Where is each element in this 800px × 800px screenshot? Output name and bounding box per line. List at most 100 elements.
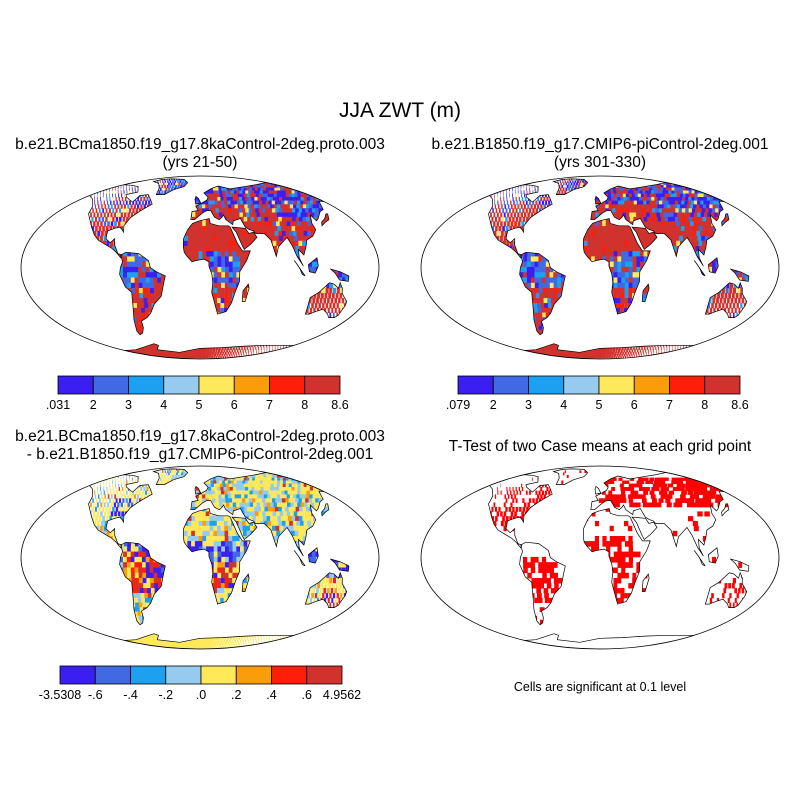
grid-cell: [314, 221, 321, 227]
grid-cell: [243, 333, 246, 338]
grid-cell: [235, 352, 237, 355]
grid-cell: [222, 193, 227, 198]
grid-cell: [320, 226, 326, 232]
grid-cell: [111, 340, 118, 345]
grid-cell: [293, 200, 300, 205]
grid-cell: [312, 180, 321, 183]
grid-cell: [213, 235, 218, 242]
grid-cell: [45, 251, 49, 257]
grid-cell: [82, 230, 86, 237]
grid-cell: [186, 352, 190, 355]
grid-cell: [198, 282, 203, 289]
grid-cell: [225, 261, 230, 268]
grid-cell: [157, 277, 162, 284]
grid-cell: [295, 307, 298, 313]
grid-cell: [213, 230, 218, 237]
grid-cell: [331, 293, 335, 299]
grid-cell: [84, 298, 91, 304]
grid-cell: [56, 226, 58, 231]
grid-cell: [164, 190, 167, 194]
colorbar-label: 5: [196, 398, 203, 412]
grid-cell: [244, 346, 246, 350]
grid-cell: [278, 303, 282, 309]
grid-cell: [520, 178, 523, 181]
grid-cell: [164, 266, 169, 273]
grid-cell: [88, 235, 92, 242]
grid-cell: [210, 340, 214, 345]
grid-cell: [76, 321, 83, 327]
grid-cell: [46, 246, 49, 252]
grid-cell: [29, 267, 33, 273]
grid-cell: [49, 330, 56, 334]
grid-cell: [304, 256, 309, 263]
grid-cell: [108, 261, 113, 268]
grid-cell: [326, 333, 327, 338]
grid-cell: [266, 282, 270, 289]
grid-cell: [267, 204, 273, 209]
grid-cell: [286, 235, 292, 242]
grid-cell: [228, 298, 232, 304]
grid-cell: [260, 204, 266, 209]
grid-cell: [59, 334, 66, 338]
grid-cell: [198, 208, 203, 213]
grid-cell: [155, 337, 161, 342]
grid-cell: [212, 321, 216, 327]
grid-cell: [109, 307, 115, 313]
coastline-africa: [182, 218, 251, 315]
grid-cell: [122, 303, 128, 309]
grid-cell: [221, 256, 226, 263]
grid-cell: [129, 187, 130, 191]
grid-cell: [325, 343, 328, 348]
grid-cell: [287, 329, 289, 334]
grid-cell: [330, 235, 336, 242]
grid-cell: [243, 277, 248, 284]
grid-cell: [160, 261, 165, 268]
grid-cell: [87, 200, 89, 205]
grid-cell: [314, 251, 320, 257]
grid-cell: [178, 190, 182, 194]
grid-cell: [115, 266, 120, 273]
grid-cell: [298, 356, 304, 359]
grid-cell: [74, 251, 79, 257]
grid-cell: [81, 325, 89, 331]
grid-cell: [266, 346, 268, 350]
grid-cell: [342, 261, 347, 268]
grid-cell: [206, 356, 209, 359]
grid-cell: [352, 226, 359, 232]
grid-cell: [212, 208, 217, 213]
grid-cell: [218, 204, 223, 209]
grid-cell: [319, 235, 325, 242]
grid-cell: [99, 321, 106, 327]
grid-cell: [306, 216, 312, 222]
grid-cell: [720, 184, 728, 188]
grid-cell: [182, 178, 185, 181]
grid-cell: [354, 303, 357, 309]
grid-cell: [246, 298, 250, 304]
grid-cell: [364, 308, 366, 313]
grid-cell: [204, 182, 208, 186]
grid-cell: [221, 180, 226, 183]
grid-cell: [135, 288, 140, 294]
coastline-eurasia: [190, 181, 342, 267]
grid-cell: [212, 352, 215, 355]
grid-cell: [143, 190, 146, 194]
grid-cell: [117, 204, 120, 209]
grid-cell: [304, 277, 308, 284]
grid-cell: [222, 178, 227, 181]
grid-cell: [285, 208, 291, 213]
grid-cell: [318, 349, 322, 353]
grid-cell: [141, 333, 147, 338]
grid-cell: [216, 307, 221, 313]
grid-cell: [297, 333, 299, 338]
grid-cell: [38, 246, 41, 252]
grid-cell: [95, 226, 98, 232]
grid-cell: [83, 182, 87, 186]
grid-cell: [235, 340, 238, 345]
grid-cell: [67, 217, 69, 222]
grid-cell: [183, 266, 188, 273]
grid-cell: [201, 180, 205, 183]
grid-cell: [179, 333, 184, 338]
grid-cell: [461, 191, 463, 195]
grid-cell: [208, 178, 212, 181]
grid-cell: [297, 349, 300, 353]
